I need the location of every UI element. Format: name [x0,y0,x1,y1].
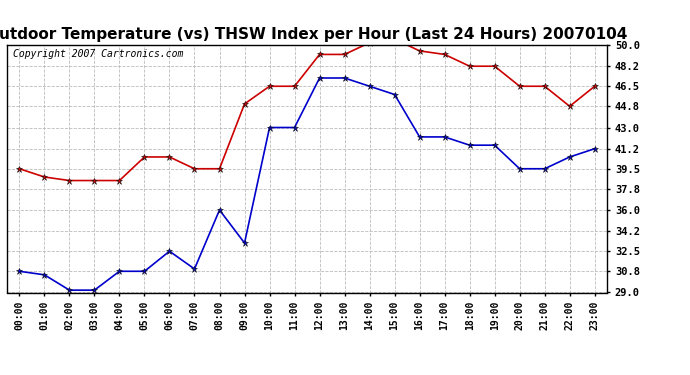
Title: Outdoor Temperature (vs) THSW Index per Hour (Last 24 Hours) 20070104: Outdoor Temperature (vs) THSW Index per … [0,27,628,42]
Text: Copyright 2007 Cartronics.com: Copyright 2007 Cartronics.com [13,49,184,59]
